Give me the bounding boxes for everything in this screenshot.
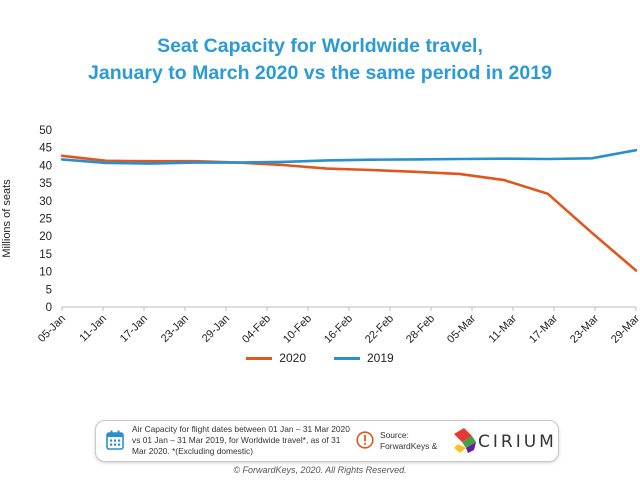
legend-item-2019: 2019 <box>334 351 394 365</box>
series-line-2020 <box>60 154 638 272</box>
x-tick-label: 29-Mar <box>609 312 640 345</box>
legend-item-2020: 2020 <box>246 351 306 365</box>
y-tick-label: 40 <box>39 160 52 172</box>
info-box: Air Capacity for flight dates between 01… <box>95 420 559 462</box>
legend: 2020 2019 <box>0 351 640 365</box>
chart-title-line1: Seat Capacity for Worldwide travel, <box>157 35 483 57</box>
info-note: Air Capacity for flight dates between 01… <box>132 424 350 456</box>
y-axis-title: Millions of seats <box>1 179 13 258</box>
copyright: © ForwardKeys, 2020. All Rights Reserved… <box>233 465 407 475</box>
x-tick-label: 04-Feb <box>240 313 273 345</box>
x-tick-label: 17-Jan <box>118 313 150 345</box>
legend-label-2020: 2020 <box>279 351 306 365</box>
y-tick-label: 10 <box>39 267 52 279</box>
line-chart: 0 5 10 15 20 25 30 35 40 45 50 Millions of seats 05-… <box>1 125 640 345</box>
y-tick-label: 15 <box>39 249 52 261</box>
x-tick-label: 05-Mar <box>445 312 478 345</box>
y-tick-label: 30 <box>39 196 52 208</box>
y-tick-label: 20 <box>39 231 52 243</box>
x-tick-label: 16-Feb <box>322 313 355 345</box>
y-tick-label: 25 <box>39 214 52 226</box>
y-tick-label: 5 <box>46 284 52 296</box>
x-tick-label: 11-Mar <box>487 312 520 345</box>
x-tick-label: 05-Jan <box>36 313 68 345</box>
cirium-logo-icon <box>454 428 476 453</box>
source-text: Source: ForwardKeys & <box>380 430 438 451</box>
y-tick-label: 35 <box>39 178 52 190</box>
calendar-icon <box>106 430 124 450</box>
y-tick-label: 50 <box>39 125 52 137</box>
chart-title-line2: January to March 2020 vs the same period… <box>88 62 552 84</box>
cirium-brand: CIRIUM <box>478 432 557 452</box>
x-tick-label: 23-Mar <box>568 312 601 345</box>
y-tick-label: 0 <box>46 302 52 314</box>
x-tick-label: 29-Jan <box>200 313 232 345</box>
legend-swatch-2019 <box>334 356 360 360</box>
x-tick-label: 23-Jan <box>159 313 191 345</box>
x-tick-label: 11-Jan <box>77 313 109 345</box>
x-tick-label: 10-Feb <box>281 313 314 345</box>
x-tick-label: 22-Feb <box>363 313 396 345</box>
series-line-2019 <box>60 148 638 165</box>
alert-circle-icon <box>356 431 374 449</box>
y-tick-label: 45 <box>39 143 52 155</box>
legend-swatch-2020 <box>246 356 273 360</box>
x-tick-label: 17-Mar <box>527 312 560 345</box>
x-tick-label: 28-Feb <box>404 313 437 345</box>
legend-label-2019: 2019 <box>367 351 394 365</box>
